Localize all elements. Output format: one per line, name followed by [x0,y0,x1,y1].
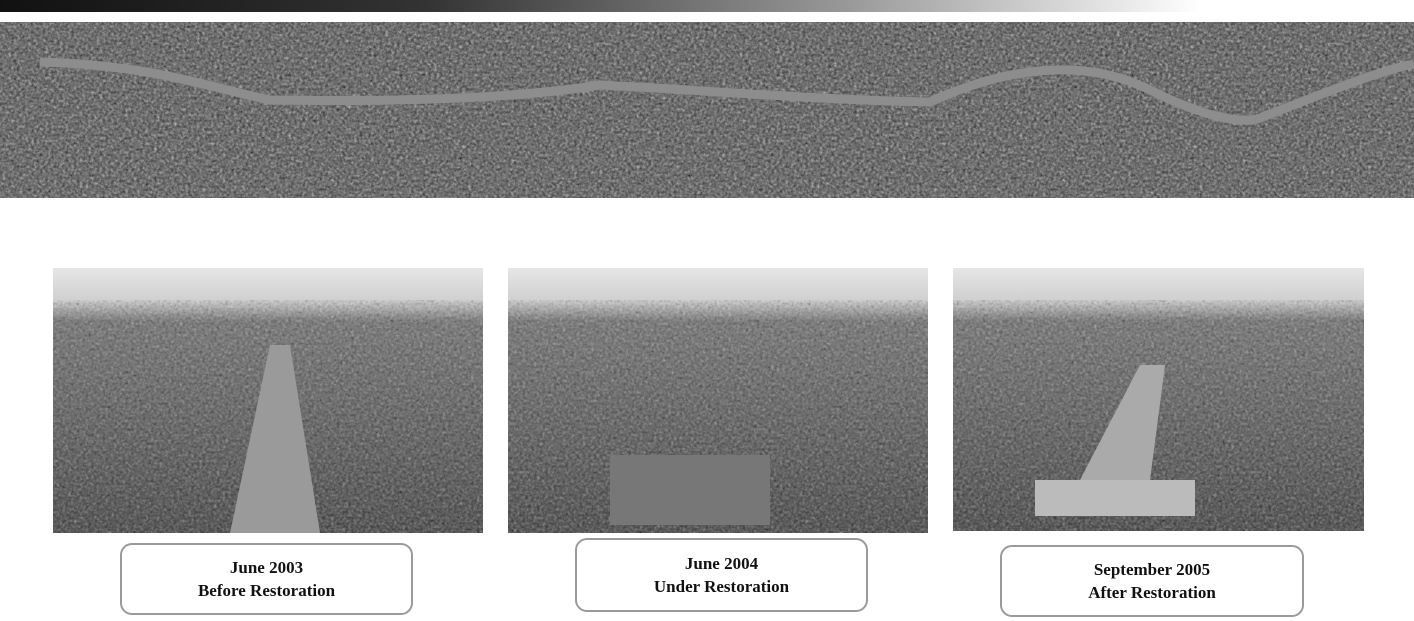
aerial-map [0,22,1414,198]
caption-stage: After Restoration [1088,581,1216,604]
photo-2005 [953,268,1364,531]
caption-box: June 2004 Under Restoration [575,538,868,612]
caption-stage: Under Restoration [654,575,789,598]
caption-stage: Before Restoration [198,579,335,602]
photo-2004 [508,268,928,533]
caption-date: September 2005 [1094,558,1210,581]
caption-date: June 2004 [685,552,758,575]
caption-box: June 2003 Before Restoration [120,543,413,615]
caption-box: September 2005 After Restoration [1000,545,1304,617]
page: June 2003 Before Restoration June 2004 U… [0,0,1414,621]
figure-images [0,0,1414,621]
photo-2003 [53,268,483,533]
caption-date: June 2003 [230,556,303,579]
